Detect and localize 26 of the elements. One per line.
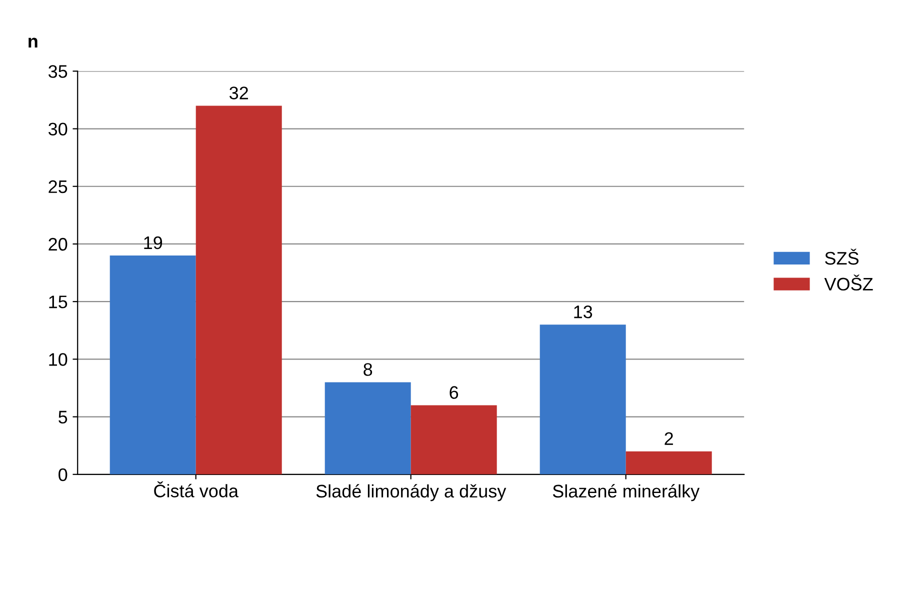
x-tick-label: Slazené minerálky [552, 484, 700, 502]
bar [410, 405, 497, 474]
bar [110, 256, 196, 474]
legend-label: VOŠZ [824, 274, 873, 291]
bar [626, 451, 712, 474]
bar [540, 324, 626, 474]
bar [196, 106, 282, 474]
y-tick-label: 10 [49, 353, 68, 366]
y-tick-label: 25 [48, 180, 68, 194]
data-label: 2 [664, 432, 673, 445]
x-tick-label: Sladé limonády a džusy [316, 484, 506, 502]
data-label: 6 [450, 386, 458, 399]
y-tick-label: 35 [48, 65, 68, 78]
x-tick-label: Čistá voda [154, 481, 239, 498]
y-tick-label: 30 [48, 122, 68, 136]
data-label: 19 [144, 236, 162, 250]
legend-label: SZŠ [825, 248, 859, 265]
y-tick-label: 20 [48, 238, 68, 251]
y-tick-label: 5 [58, 410, 68, 424]
bar [324, 382, 411, 474]
y-axis-title: n [28, 38, 38, 48]
data-label: 8 [364, 363, 372, 376]
data-label: 13 [574, 305, 592, 318]
y-tick-label: 0 [58, 468, 68, 482]
data-label: 32 [230, 86, 248, 100]
y-tick-label: 15 [49, 296, 68, 308]
